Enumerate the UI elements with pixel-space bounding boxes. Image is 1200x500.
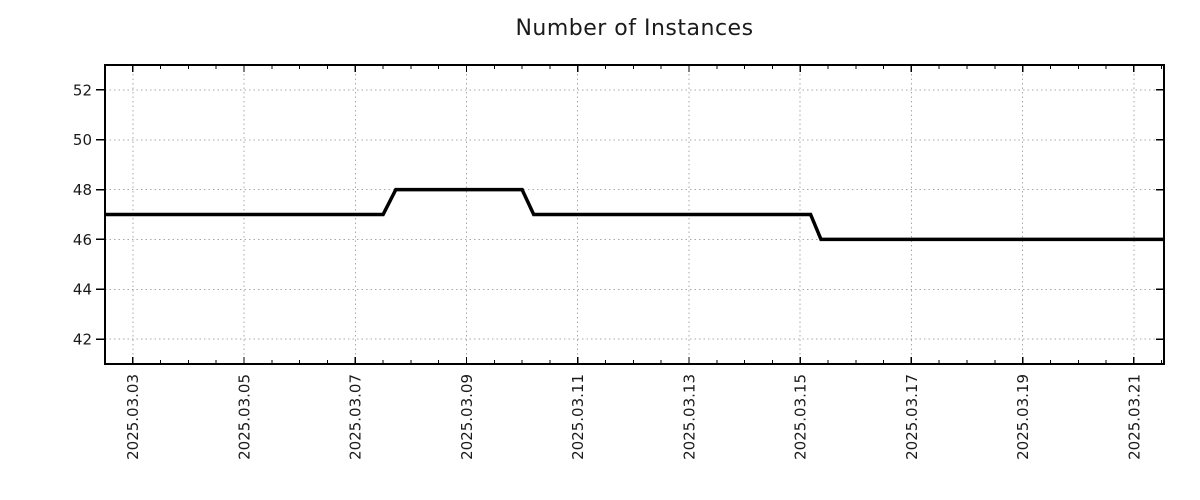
x-tick-label: 2025.03.11: [569, 374, 587, 460]
x-tick-label: 2025.03.07: [347, 374, 365, 460]
y-tick-label: 50: [73, 131, 92, 149]
y-tick-label: 42: [73, 330, 92, 348]
y-tick-label: 52: [73, 81, 92, 99]
series-line-instances: [105, 187, 1164, 242]
x-tick-label: 2025.03.03: [124, 374, 142, 460]
y-tick-label: 44: [73, 281, 92, 299]
x-tick-label: 2025.03.05: [235, 374, 253, 460]
x-tick-label: 2025.03.17: [903, 374, 921, 460]
x-tick-label: 2025.03.09: [458, 374, 476, 460]
chart-title: Number of Instances: [515, 16, 754, 41]
y-tick-label: 48: [73, 181, 92, 199]
x-tick-label: 2025.03.19: [1014, 374, 1032, 460]
x-tick-label: 2025.03.13: [680, 374, 698, 460]
x-tick-label: 2025.03.21: [1125, 374, 1143, 460]
x-tick-label: 2025.03.15: [792, 374, 810, 460]
y-tick-label: 46: [73, 231, 92, 249]
